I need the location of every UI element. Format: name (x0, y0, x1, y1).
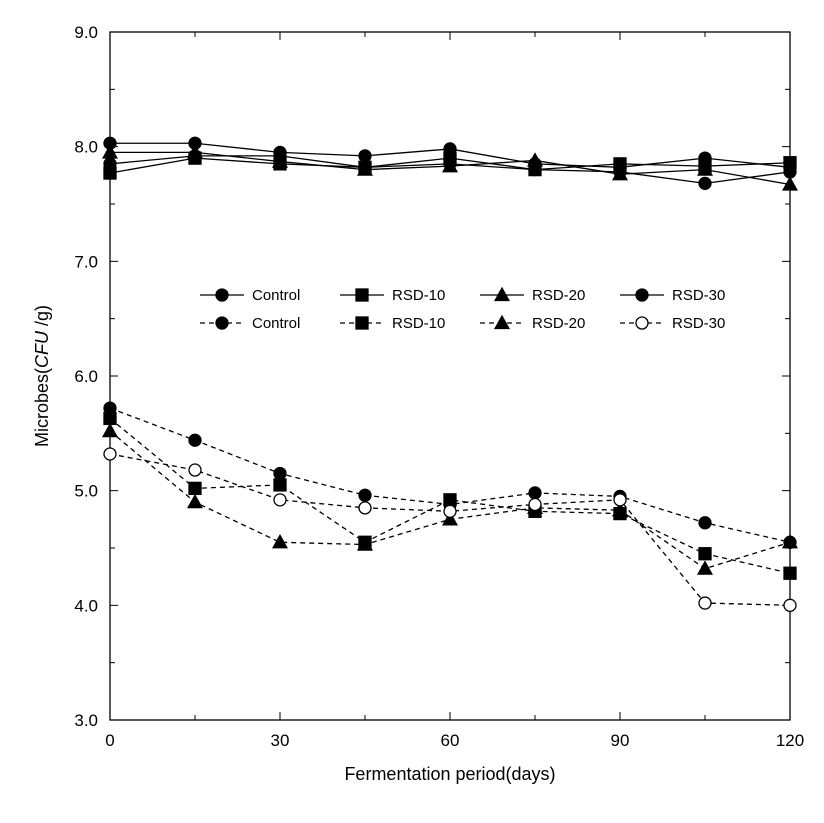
x-tick-label: 90 (611, 731, 630, 750)
markers-group (103, 137, 797, 611)
y-tick-label: 4.0 (74, 596, 98, 615)
x-tick-label: 120 (776, 731, 804, 750)
chart-container: 0 30 60 90 120 3.0 4.0 5.0 6.0 7.0 8.0 9.0 Fermentat… (0, 0, 824, 823)
legend-label: Control (252, 315, 300, 332)
y-tick-label: 3.0 (74, 711, 98, 730)
legend-label: RSD-10 (392, 315, 445, 332)
series-line (110, 454, 790, 605)
x-tick-label: 30 (271, 731, 290, 750)
microbes-chart: 0 30 60 90 120 3.0 4.0 5.0 6.0 7.0 8.0 9.0 Fermentat… (0, 0, 824, 823)
legend: Control RSD-10 RSD-20 RSD-30 Control RSD-10 RS… (200, 287, 725, 332)
legend-label: RSD-10 (392, 287, 445, 304)
legend-label: Control (252, 287, 300, 304)
y-tick-label: 8.0 (74, 138, 98, 157)
legend-label: RSD-30 (672, 315, 725, 332)
y-tick-label: 7.0 (74, 252, 98, 271)
y-tick-label: 5.0 (74, 482, 98, 501)
legend-label: RSD-30 (672, 287, 725, 304)
y-tick-label: 9.0 (74, 23, 98, 42)
x-tick-label: 0 (105, 731, 114, 750)
legend-label: RSD-20 (532, 287, 585, 304)
plot-border (110, 32, 790, 720)
y-tick-label: 6.0 (74, 367, 98, 386)
series-group (110, 143, 790, 605)
x-axis-label: Fermentation period(days) (344, 764, 555, 784)
y-axis-label: Microbes(CFU /g) (32, 305, 52, 447)
x-tick-label: 60 (441, 731, 460, 750)
legend-label: RSD-20 (532, 315, 585, 332)
